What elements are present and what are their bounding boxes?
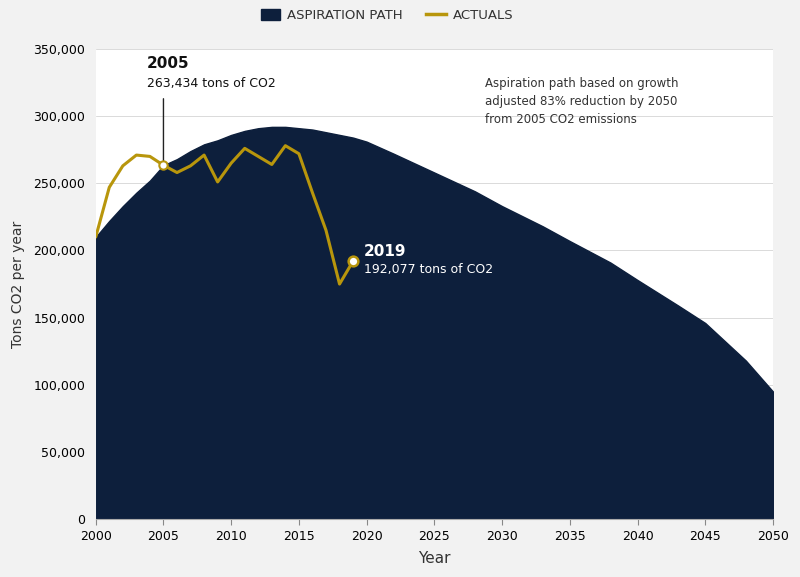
X-axis label: Year: Year [418,551,450,566]
Y-axis label: Tons CO2 per year: Tons CO2 per year [11,220,25,348]
Text: 263,434 tons of CO2: 263,434 tons of CO2 [147,77,276,89]
Legend: ASPIRATION PATH, ACTUALS: ASPIRATION PATH, ACTUALS [261,9,514,22]
Text: Aspiration path based on growth
adjusted 83% reduction by 2050
from 2005 CO2 emi: Aspiration path based on growth adjusted… [485,77,678,126]
Text: 2019: 2019 [364,244,406,259]
Text: 192,077 tons of CO2: 192,077 tons of CO2 [364,263,493,276]
Text: 2005: 2005 [147,56,190,71]
